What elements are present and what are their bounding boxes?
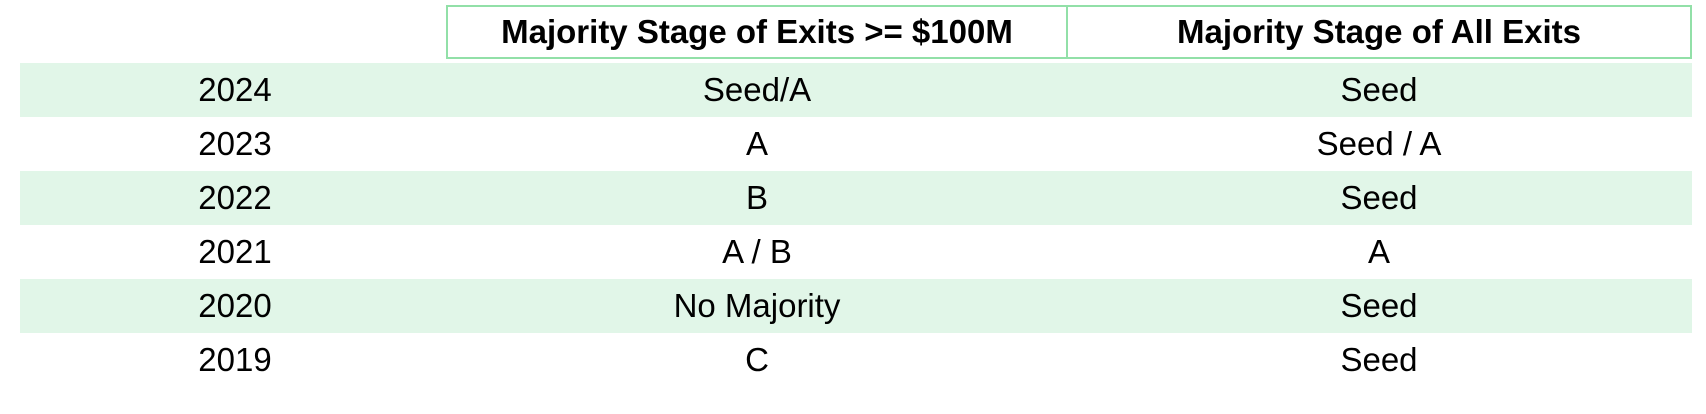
all-exits-cell: Seed: [1340, 287, 1418, 324]
year-cell: 2021: [198, 233, 272, 270]
all-exits-cell: Seed: [1340, 341, 1418, 378]
year-cell: 2020: [198, 287, 272, 324]
year-cell: 2022: [198, 179, 272, 216]
exits-100m-cell: C: [745, 341, 769, 378]
header-all-exits: Majority Stage of All Exits: [1066, 5, 1692, 59]
exits-stage-table: Majority Stage of Exits >= $100M Majorit…: [20, 5, 1692, 387]
exits-100m-cell: No Majority: [673, 287, 841, 324]
table-header-row: Majority Stage of Exits >= $100M Majorit…: [20, 5, 1692, 63]
all-exits-cell: Seed: [1340, 179, 1418, 216]
table-row: 2019 C Seed: [20, 333, 1692, 387]
exits-100m-cell: B: [745, 179, 768, 216]
all-exits-cell: A: [1367, 233, 1390, 270]
year-cell: 2019: [198, 341, 272, 378]
table-row: 2023 A Seed / A: [20, 117, 1692, 171]
table-row: 2021 A / B A: [20, 225, 1692, 279]
exits-100m-cell: A: [745, 125, 768, 162]
table-row: 2024 Seed/A Seed: [20, 63, 1692, 117]
header-exits-100m: Majority Stage of Exits >= $100M: [446, 5, 1068, 59]
all-exits-cell: Seed: [1340, 71, 1418, 108]
table-row: 2020 No Majority Seed: [20, 279, 1692, 333]
exits-100m-cell: Seed/A: [702, 71, 812, 108]
exits-100m-cell: A / B: [722, 233, 792, 270]
all-exits-cell: Seed / A: [1316, 125, 1442, 162]
year-cell: 2023: [198, 125, 272, 162]
year-cell: 2024: [198, 71, 272, 108]
table-row: 2022 B Seed: [20, 171, 1692, 225]
